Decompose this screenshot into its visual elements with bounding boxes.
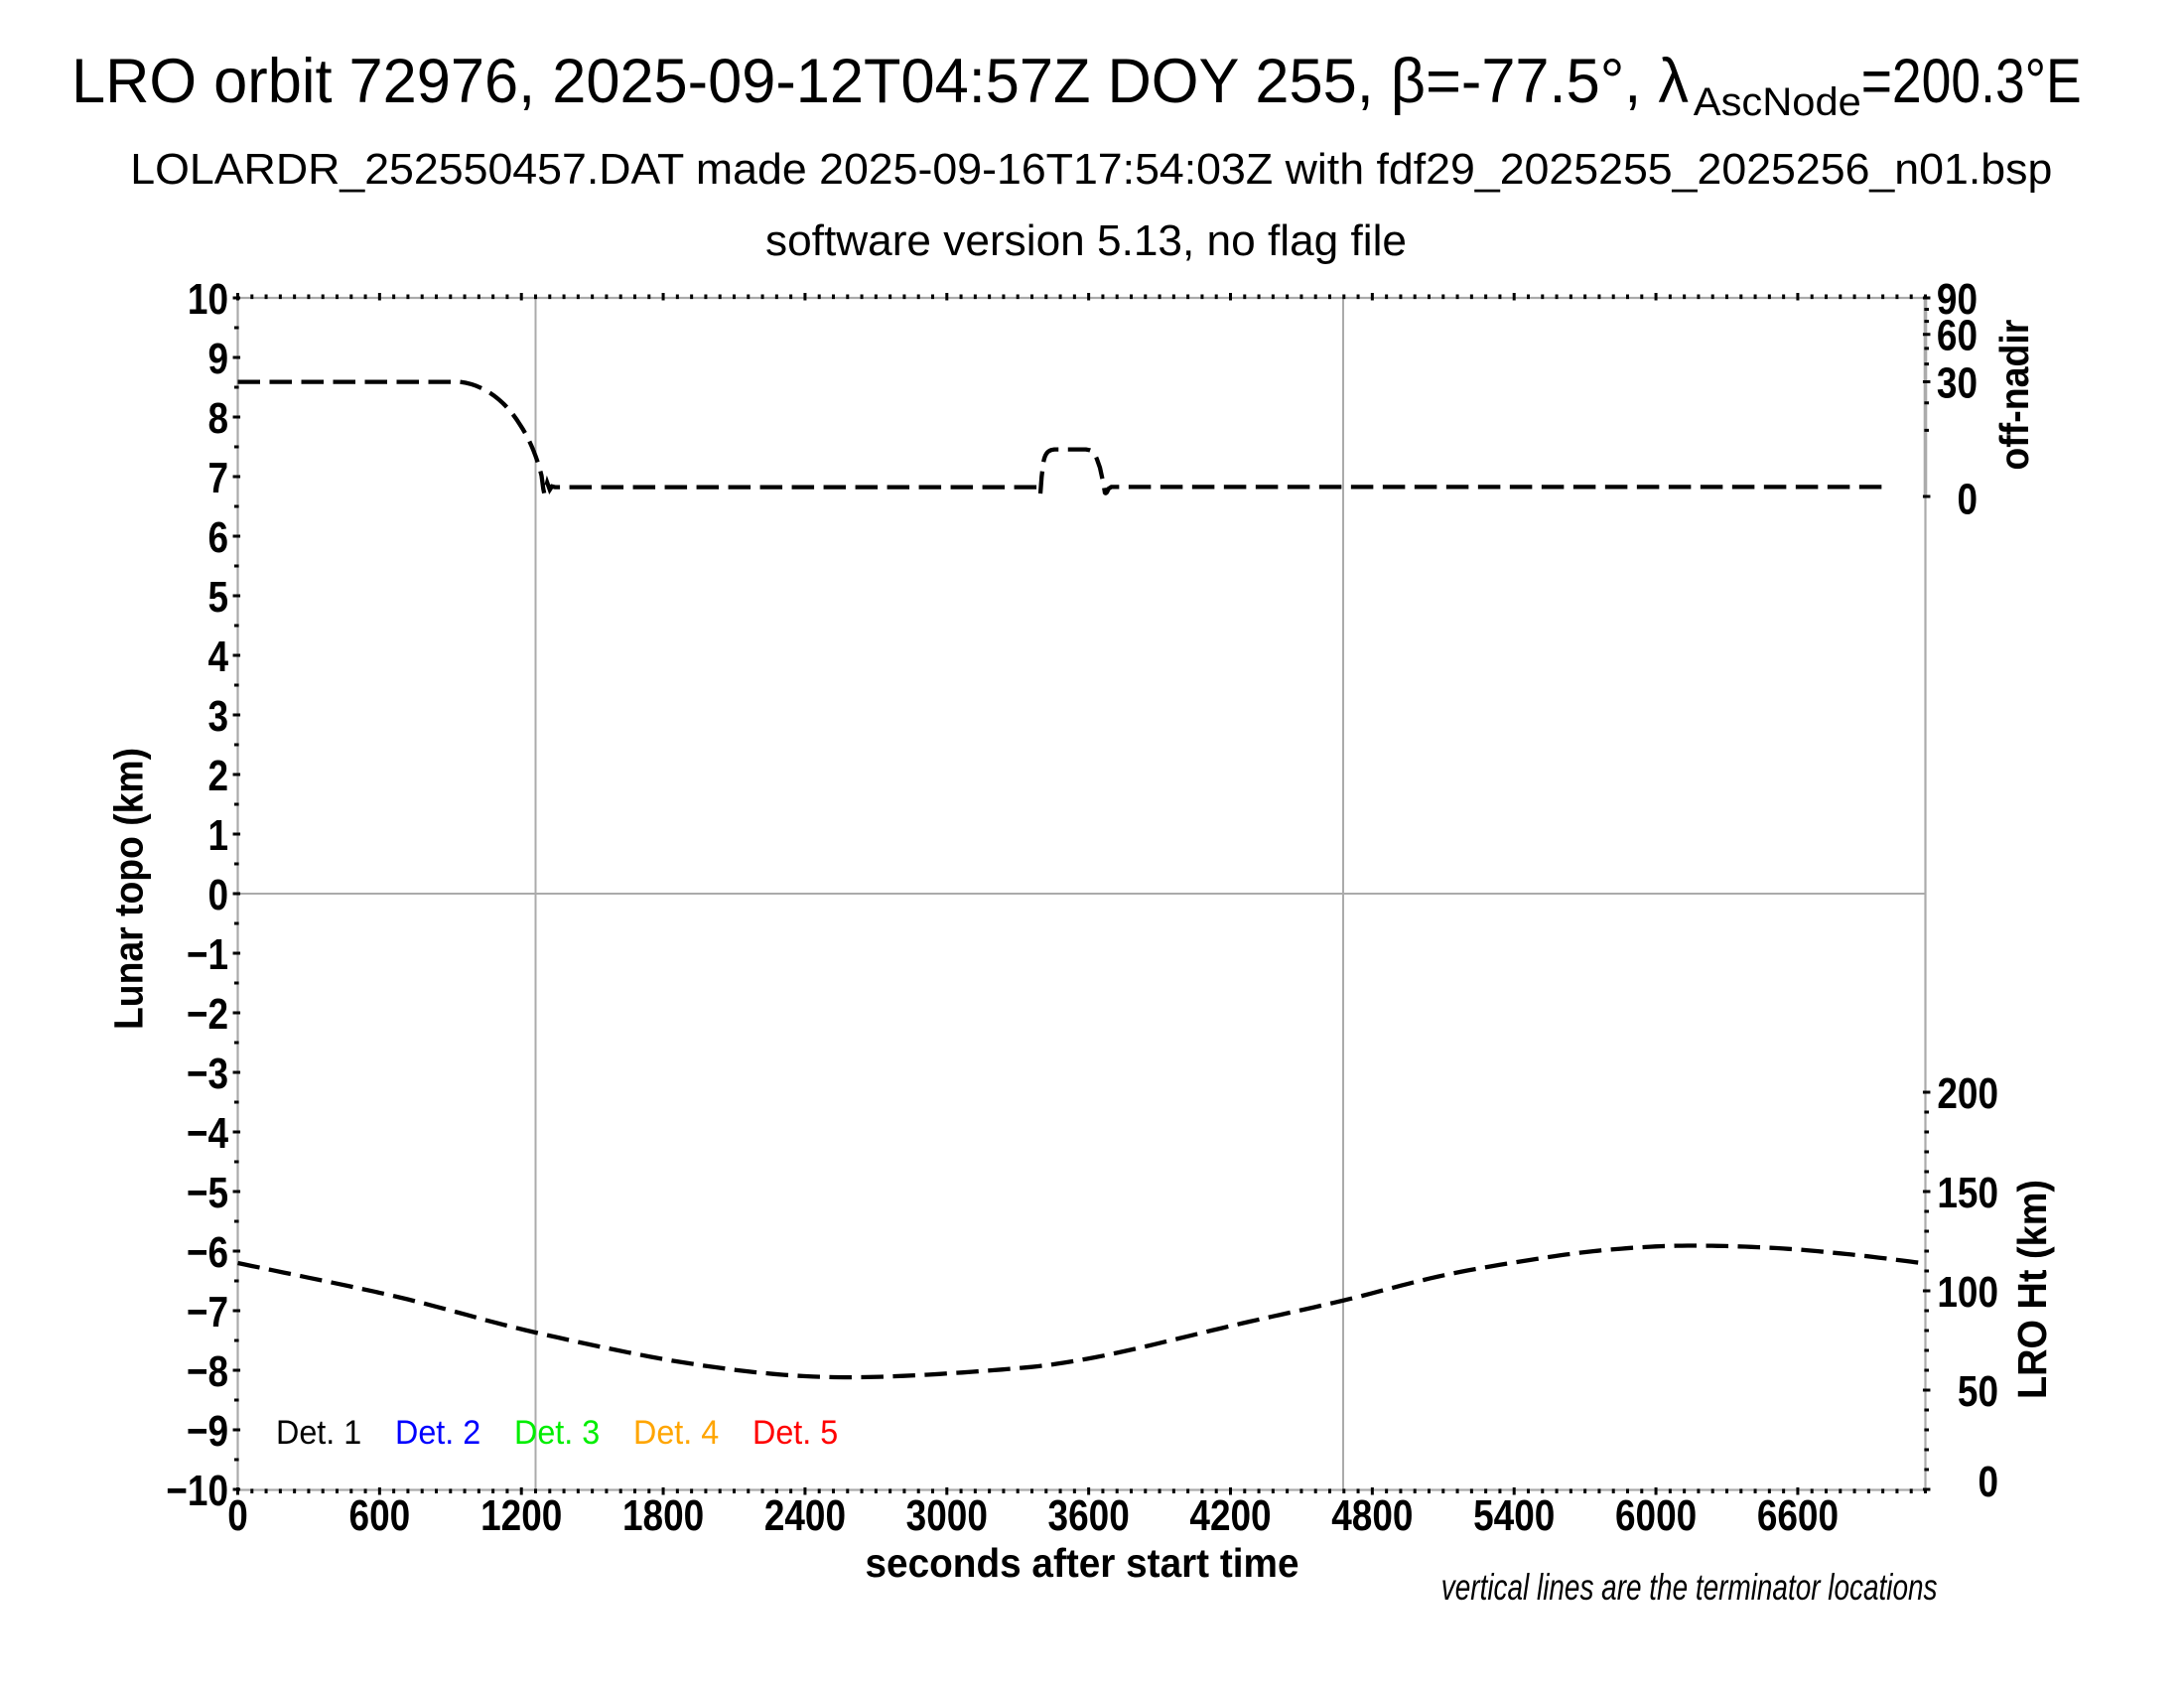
svg-text:1800: 1800 [622, 1490, 704, 1540]
svg-text:3600: 3600 [1048, 1490, 1130, 1540]
svg-text:5: 5 [207, 572, 228, 622]
svg-text:−7: −7 [187, 1287, 228, 1336]
svg-text:−1: −1 [187, 929, 228, 979]
svg-text:Det. 3: Det. 3 [514, 1414, 600, 1452]
svg-text:2: 2 [207, 751, 228, 800]
svg-text:LRO Ht (km): LRO Ht (km) [2009, 1180, 2055, 1399]
svg-text:0: 0 [227, 1490, 248, 1540]
svg-text:−9: −9 [187, 1406, 228, 1456]
svg-text:6600: 6600 [1757, 1490, 1839, 1540]
svg-text:600: 600 [349, 1490, 411, 1540]
svg-text:0: 0 [207, 870, 228, 919]
svg-text:1: 1 [207, 810, 228, 860]
svg-text:Lunar topo (km): Lunar topo (km) [106, 748, 152, 1030]
svg-text:1200: 1200 [480, 1490, 562, 1540]
svg-text:3000: 3000 [906, 1490, 988, 1540]
svg-text:10: 10 [188, 274, 228, 324]
svg-text:5400: 5400 [1473, 1490, 1555, 1540]
svg-text:software version 5.13, no flag: software version 5.13, no flag file [765, 216, 1407, 265]
svg-text:4800: 4800 [1331, 1490, 1413, 1540]
svg-text:50: 50 [1958, 1366, 1998, 1416]
svg-text:−6: −6 [187, 1227, 228, 1277]
svg-text:vertical lines are the termina: vertical lines are the terminator locati… [1441, 1566, 1938, 1608]
svg-text:seconds after start time: seconds after start time [866, 1540, 1299, 1586]
svg-text:150: 150 [1937, 1168, 1998, 1217]
svg-text:off-nadir: off-nadir [1991, 320, 2037, 471]
svg-text:4200: 4200 [1189, 1490, 1271, 1540]
svg-text:−2: −2 [187, 989, 228, 1039]
svg-text:LRO orbit 72976, 2025-09-12T04: LRO orbit 72976, 2025-09-12T04:57Z DOY 2… [71, 47, 1689, 116]
svg-text:0: 0 [1957, 474, 1978, 523]
svg-text:3: 3 [207, 691, 228, 741]
svg-text:6000: 6000 [1615, 1490, 1697, 1540]
svg-text:−5: −5 [187, 1168, 228, 1217]
svg-text:−3: −3 [187, 1049, 228, 1098]
svg-text:−10: −10 [166, 1466, 228, 1515]
svg-text:=200.3°E: =200.3°E [1861, 47, 2082, 116]
svg-text:60: 60 [1937, 311, 1978, 360]
svg-text:LOLARDR_252550457.DAT made 202: LOLARDR_252550457.DAT made 2025-09-16T17… [130, 145, 2052, 194]
svg-text:Det. 2: Det. 2 [395, 1414, 480, 1452]
svg-text:Det. 4: Det. 4 [633, 1414, 719, 1452]
svg-text:30: 30 [1937, 357, 1978, 407]
svg-text:Det. 5: Det. 5 [752, 1414, 838, 1452]
svg-text:200: 200 [1937, 1068, 1998, 1118]
svg-text:Det. 1: Det. 1 [276, 1414, 361, 1452]
svg-text:9: 9 [207, 334, 228, 383]
svg-text:8: 8 [207, 393, 228, 443]
svg-text:AscNode: AscNode [1694, 80, 1861, 124]
svg-text:100: 100 [1937, 1267, 1998, 1317]
svg-text:2400: 2400 [764, 1490, 846, 1540]
svg-text:90: 90 [1937, 274, 1978, 324]
svg-text:0: 0 [1978, 1457, 1998, 1506]
svg-text:4: 4 [207, 632, 228, 681]
svg-text:−8: −8 [187, 1346, 228, 1396]
svg-text:−4: −4 [187, 1108, 229, 1158]
svg-text:6: 6 [207, 512, 228, 562]
svg-text:7: 7 [207, 453, 228, 502]
